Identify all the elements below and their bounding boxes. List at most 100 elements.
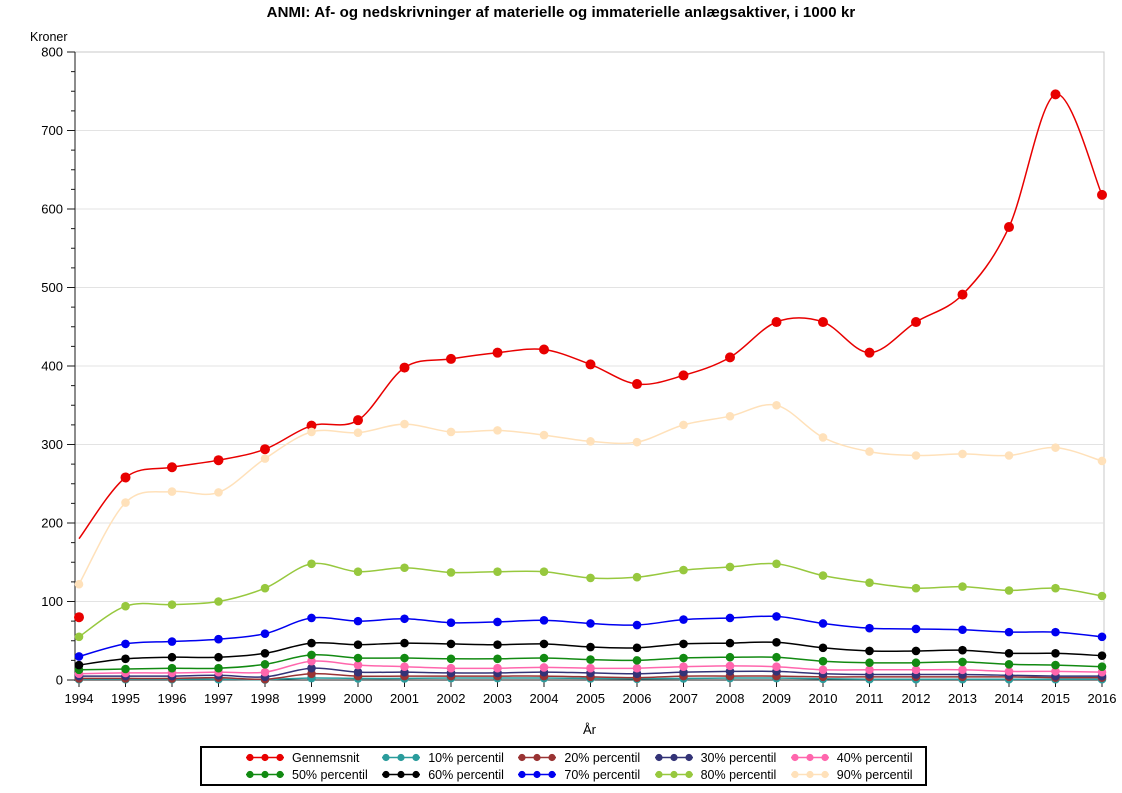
data-point [260,649,270,658]
data-point [493,640,502,649]
y-tick-label: 600 [41,202,63,217]
data-point [771,317,782,328]
x-tick-label: 2010 [809,691,838,706]
data-point [772,638,781,647]
data-point [865,658,874,668]
data-point [260,444,270,455]
data-point [679,615,688,624]
data-point [400,638,409,648]
data-point [1097,662,1107,671]
data-point [260,583,270,593]
legend-label: 90% percentil [836,767,913,782]
data-point [493,663,502,673]
data-point [1051,443,1060,452]
y-tick-label: 100 [41,594,63,609]
data-point [911,665,921,675]
x-tick-label: 2008 [716,691,745,706]
data-point [679,653,688,663]
data-point [353,567,363,576]
data-point [1051,667,1060,676]
data-point [586,437,595,446]
legend-swatch-icon [382,753,421,762]
data-point [167,600,177,609]
legend-label: 60% percentil [428,767,504,782]
x-axis-title: År [583,722,596,737]
data-point [1051,660,1060,670]
data-point [632,643,642,653]
data-point [1004,649,1014,658]
data-point [214,652,223,662]
data-point [74,632,84,642]
data-point [679,565,688,575]
legend-item: 20% percentil [516,750,652,766]
data-point [1004,660,1014,669]
x-tick-label: 2003 [483,691,512,706]
data-point [400,653,409,663]
data-point [307,613,316,623]
data-point [121,498,130,507]
data-point [958,625,967,635]
data-point [725,661,735,671]
data-point [493,654,502,664]
data-point [818,665,828,675]
data-point [1004,627,1014,637]
data-point [400,419,409,429]
data-point [911,658,921,668]
data-point [911,583,921,593]
legend-label: 70% percentil [564,767,641,782]
data-point [539,344,549,355]
legend-label: 20% percentil [564,750,641,765]
data-point [632,572,642,582]
data-point [911,317,921,328]
data-point [772,662,781,671]
data-point [400,614,409,624]
legend-item: Gennemsnit [244,750,380,766]
legend-swatch-icon [654,753,693,762]
data-point [958,665,967,675]
data-point [74,612,84,623]
data-point [586,642,595,652]
data-point [1097,632,1107,642]
legend-label: 40% percentil [836,750,913,765]
legend-swatch-icon [654,770,693,779]
data-point [74,652,84,661]
y-tick-label: 700 [41,123,63,138]
data-point [864,347,875,358]
y-tick-label: 500 [41,280,63,295]
data-point [725,562,735,572]
y-axis-title: Kroner [30,30,68,44]
x-tick-label: 2012 [902,691,931,706]
x-tick-label: 2015 [1041,691,1070,706]
line-chart: 0 100 200 300 400 500 600 700 800 1994 1995 1996 199… [41,45,1116,707]
data-point [818,433,828,442]
data-point [911,624,921,634]
data-point [306,420,317,431]
data-point [679,639,688,649]
data-point [213,455,224,466]
x-tick-label: 2004 [530,691,559,706]
data-point [725,411,735,421]
x-tick-label: 1999 [297,691,326,706]
data-point [446,568,456,577]
data-point [353,616,363,626]
data-point [957,289,968,300]
data-point [1097,189,1107,200]
x-tick-label: 2006 [623,691,652,706]
legend-swatch-icon [518,753,557,762]
data-point [679,420,688,430]
data-point [1097,591,1107,601]
data-point [446,353,456,364]
data-point [679,662,688,671]
x-tick-label: 1996 [158,691,187,706]
data-point [120,472,131,483]
data-point [1051,583,1060,593]
data-point [353,640,363,649]
legend-label: Gennemsnit [292,750,360,765]
data-point [865,578,874,587]
data-point [446,654,456,664]
x-tick-label: 2005 [576,691,605,706]
data-point [632,437,642,447]
data-point [772,652,781,662]
data-point [353,415,363,426]
